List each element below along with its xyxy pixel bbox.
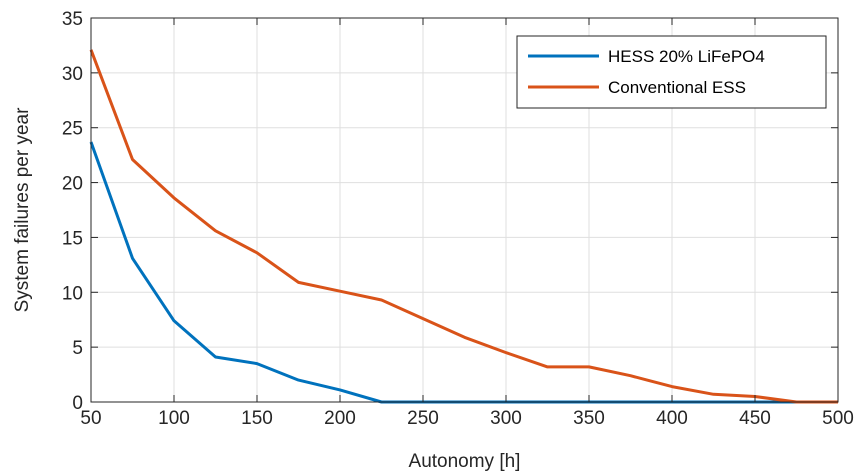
series-line-conventional: [89, 49, 838, 404]
x-tick-label: 450: [739, 408, 771, 429]
x-tick-label: 300: [490, 408, 522, 429]
x-tick-label: 200: [324, 408, 356, 429]
y-tick-label: 30: [62, 64, 83, 85]
y-tick-label: 20: [62, 174, 83, 195]
y-tick-label: 25: [62, 119, 83, 140]
x-tick-label: 100: [158, 408, 190, 429]
y-tick-label: 10: [62, 283, 83, 304]
x-tick-label: 400: [656, 408, 688, 429]
legend-label-hess: HESS 20% LiFePO4: [608, 47, 765, 66]
axis-ticks: 50 100 150 200 250 300 350 400 450 500 0 5 10 15 20 25 3…: [62, 9, 854, 429]
legend-label-conventional: Conventional ESS: [608, 78, 746, 97]
y-tick-label: 5: [72, 338, 83, 359]
legend-box: [516, 35, 827, 109]
x-tick-label: 250: [407, 408, 439, 429]
x-axis-label: Autonomy [h]: [409, 451, 521, 472]
legend: HESS 20% LiFePO4 Conventional ESS: [516, 35, 827, 109]
y-tick-label: 15: [62, 228, 83, 249]
y-tick-label: 35: [62, 9, 83, 30]
plot-frame: [90, 17, 839, 403]
x-tick-label: 500: [822, 408, 854, 429]
x-tick-label: 150: [241, 408, 273, 429]
x-tick-label: 350: [573, 408, 605, 429]
y-tick-label: 0: [72, 393, 83, 414]
x-tick-label: 50: [80, 408, 101, 429]
y-axis-label: System failures per year: [12, 107, 33, 313]
